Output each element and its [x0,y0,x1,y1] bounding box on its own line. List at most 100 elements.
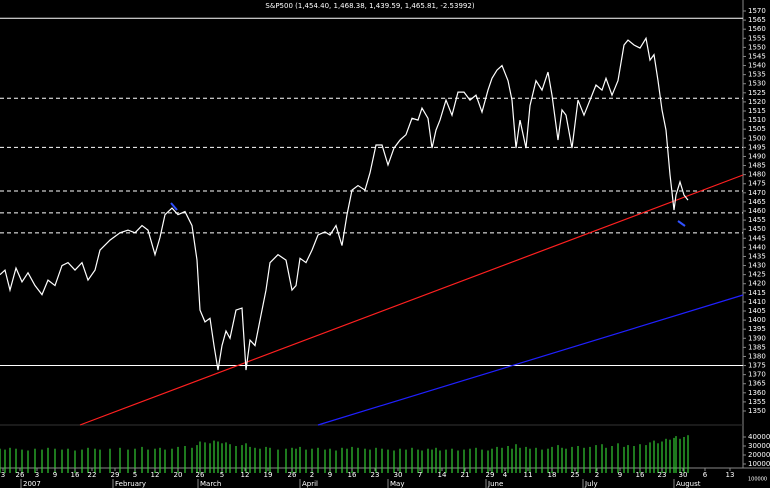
y-tick-label: 1380 [748,352,766,360]
volume-bar [213,440,215,473]
volume-tick-label: 20000 [748,451,770,459]
x-tick-label: 26 [196,471,205,479]
y-tick-label: 1460 [748,207,766,215]
y-tick-label: 1415 [748,289,766,297]
y-tick-label: 1475 [748,180,766,188]
volume-bar [217,441,219,473]
y-tick-label: 1505 [748,125,766,133]
y-tick-label: 1440 [748,243,766,251]
volume-bar [81,449,83,473]
y-tick-label: 1420 [748,280,766,288]
x-tick-label: 5 [133,471,137,479]
volume-bar [269,447,271,473]
volume-bar [469,448,471,473]
volume-bar [519,447,521,473]
volume-bar [565,448,567,473]
volume-bar [184,446,186,473]
x-tick-label: 25 [571,471,580,479]
x-tick-label: 14 [438,471,447,479]
volume-bar [481,449,483,473]
y-tick-label: 1495 [748,143,766,151]
volume-bar [557,445,559,473]
x-tick-label: 6 [703,471,708,479]
y-tick-label: 1455 [748,216,766,224]
volume-bar [191,447,193,473]
volume-bar [164,449,166,473]
y-tick-label: 1445 [748,234,766,242]
month-label: April [302,480,318,488]
month-label: July [584,480,598,488]
y-tick-label: 1520 [748,98,766,106]
x-tick-label: 5 [220,471,224,479]
x-tick-label: 7 [418,471,422,479]
y-tick-label: 1565 [748,16,766,24]
y-tick-label: 1560 [748,25,766,33]
volume-bar [299,446,301,473]
y-tick-label: 1465 [748,198,766,206]
volume-bar [27,450,29,473]
volume-bar [547,448,549,473]
volume-bar [427,448,429,473]
y-tick-label: 1550 [748,43,766,51]
volume-bar [457,450,459,473]
volume-bar [491,448,493,473]
volume-bar [254,447,256,473]
x-tick-label: 26 [16,471,25,479]
volume-bar [645,445,647,473]
volume-bar [4,449,6,473]
volume-bar [431,449,433,473]
volume-bar [229,444,231,473]
volume-bar [605,447,607,473]
x-tick-label: 29 [111,471,120,479]
volume-bar [463,449,465,473]
volume-bar [225,442,227,473]
volume-bar [665,438,667,473]
chart-title: S&P500 (1,454.40, 1,468.38, 1,439.59, 1,… [265,2,474,10]
y-tick-label: 1515 [748,107,766,115]
y-tick-label: 1525 [748,89,766,97]
y-tick-label: 1385 [748,343,766,351]
volume-bar [405,449,407,473]
volume-bar [561,447,563,473]
volume-bar [34,448,36,473]
volume-bar [399,448,401,473]
volume-bar [9,447,11,473]
volume-bar [346,448,348,473]
volume-bar [595,445,597,473]
volume-bar [0,448,1,473]
volume-bar [357,447,359,473]
volume-bar [87,447,89,473]
y-tick-label: 1530 [748,80,766,88]
volume-bar [679,438,681,473]
y-tick-label: 1470 [748,189,766,197]
volume-bar [177,446,179,473]
volume-bar [611,446,613,473]
month-label: March [200,480,221,488]
x-tick-label: 3 [1,471,5,479]
volume-bar [259,448,261,473]
x-tick-label: 12 [241,471,250,479]
volume-bar [61,449,63,473]
arrow-line [677,220,686,227]
volume-bar [675,436,677,473]
month-label: June [487,480,503,488]
volume-bar [171,448,173,473]
x-tick-label: 23 [658,471,667,479]
volume-bar [639,444,641,473]
volume-bar [515,444,517,473]
volume-tick-label: 10000 [748,460,770,468]
month-label: August [676,480,701,488]
x-tick-label: 16 [71,471,80,479]
volume-bar [324,449,326,473]
volume-bar [375,447,377,473]
y-tick-label: 1370 [748,371,766,379]
y-tick-label: 1430 [748,262,766,270]
volume-bar [249,446,251,473]
volume-tick-label: 40000 [748,433,770,441]
x-tick-label: 30 [394,471,403,479]
volume-bar [351,446,353,473]
volume-bar [571,446,573,473]
volume-bar [199,441,201,473]
